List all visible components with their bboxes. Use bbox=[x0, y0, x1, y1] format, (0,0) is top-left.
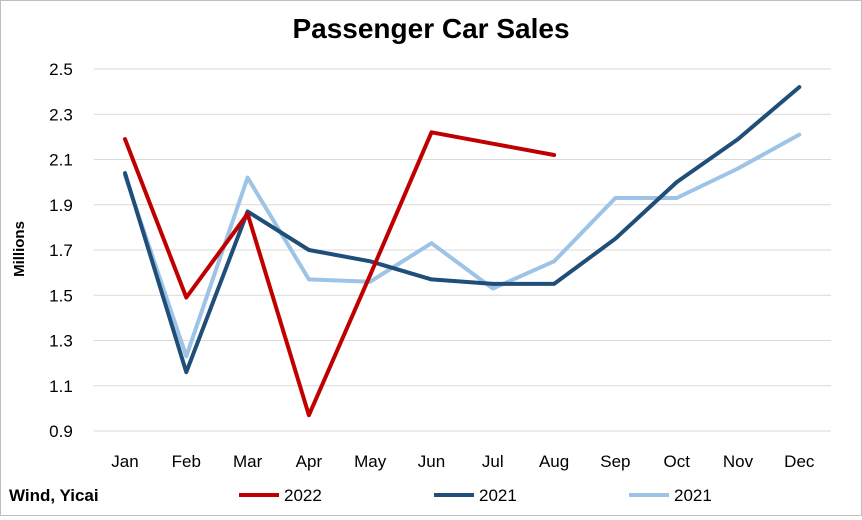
x-tick-label: Sep bbox=[600, 452, 630, 471]
series-line-1 bbox=[123, 85, 802, 375]
x-tick-label: Jun bbox=[418, 452, 445, 471]
legend: 2022 2021 2021 bbox=[239, 486, 712, 505]
x-tick-label: Apr bbox=[296, 452, 323, 471]
x-tick-label: May bbox=[354, 452, 387, 471]
legend-label: 2022 bbox=[284, 486, 322, 505]
y-tick-label: 0.9 bbox=[49, 422, 73, 441]
series-lines bbox=[123, 85, 802, 418]
series-line-0 bbox=[123, 130, 557, 418]
y-tick-label: 1.3 bbox=[49, 332, 73, 351]
y-tick-label: 1.5 bbox=[49, 286, 73, 305]
x-tick-label: Jan bbox=[111, 452, 138, 471]
gridlines bbox=[94, 68, 831, 432]
x-tick-label: Feb bbox=[172, 452, 201, 471]
y-tick-label: 1.9 bbox=[49, 196, 73, 215]
chart-title: Passenger Car Sales bbox=[292, 13, 569, 44]
series-line-2 bbox=[123, 132, 802, 359]
x-tick-label: Mar bbox=[233, 452, 263, 471]
y-tick-label: 1.7 bbox=[49, 241, 73, 260]
x-tick-label: Jul bbox=[482, 452, 504, 471]
y-tick-label: 2.3 bbox=[49, 105, 73, 124]
x-tick-labels: Jan Feb Mar Apr May Jun Jul Aug Sep Oct Nov Dec bbox=[111, 452, 815, 471]
x-tick-label: Nov bbox=[723, 452, 754, 471]
source-label: Wind, Yicai bbox=[9, 486, 99, 505]
x-tick-label: Dec bbox=[784, 452, 815, 471]
x-tick-label: Oct bbox=[663, 452, 690, 471]
y-tick-label: 2.1 bbox=[49, 151, 73, 170]
y-tick-label: 1.1 bbox=[49, 377, 73, 396]
legend-label: 2021 bbox=[479, 486, 517, 505]
y-tick-label: 2.5 bbox=[49, 60, 73, 79]
x-tick-label: Aug bbox=[539, 452, 569, 471]
legend-label: 2021 bbox=[674, 486, 712, 505]
y-axis-label: Millions bbox=[11, 221, 28, 277]
y-tick-labels: 2.5 2.3 2.1 1.9 1.7 1.5 1.3 1.1 0.9 bbox=[49, 60, 73, 441]
